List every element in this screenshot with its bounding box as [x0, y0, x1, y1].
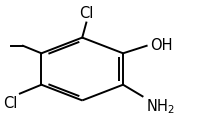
Text: NH$_2$: NH$_2$ [146, 97, 175, 116]
Text: Cl: Cl [79, 6, 93, 21]
Text: Cl: Cl [4, 96, 18, 111]
Text: OH: OH [150, 38, 172, 53]
